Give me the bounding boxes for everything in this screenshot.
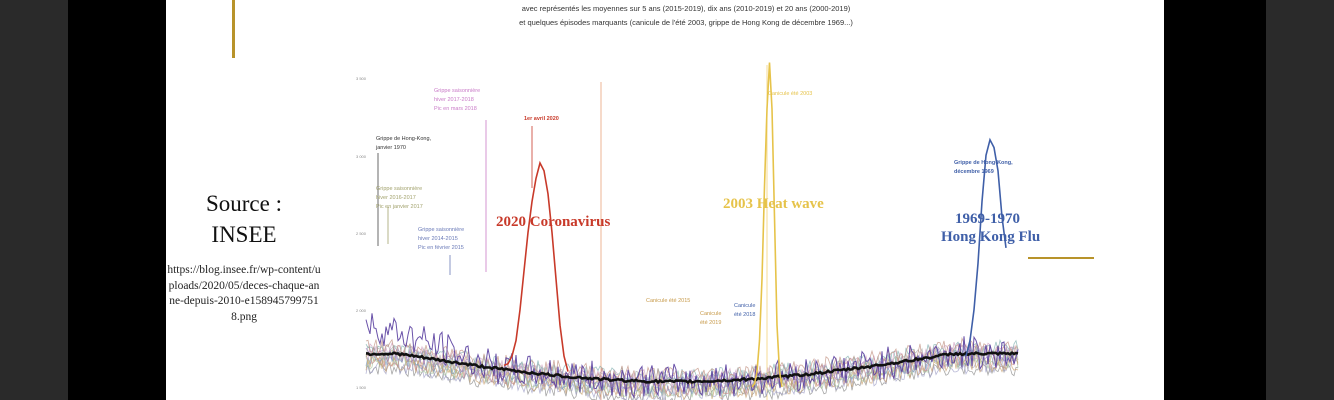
left-letterbox	[68, 0, 166, 400]
annotation-heat-2003: Canicule été 2003	[768, 91, 812, 97]
annotation-heat-2019: Canicule	[700, 311, 721, 317]
annotation-april-2020: 1er avril 2020	[524, 116, 559, 122]
series-average-trend	[366, 351, 1019, 385]
source-url: https://blog.insee.fr/wp-content/uploads…	[167, 264, 321, 323]
annotation-heat-2018: Canicule	[734, 303, 755, 309]
y-tick-label: 1 500	[356, 385, 367, 390]
source-label: Source :	[205, 191, 282, 216]
y-tick-label: 3 000	[356, 154, 367, 159]
mortality-chart: avec représentés les moyennes sur 5 ans …	[354, 0, 1028, 400]
heatwave-overlay-label: 2003 Heat wave	[723, 196, 824, 212]
heatwave-peak-line	[751, 62, 783, 388]
hongkong-overlay-label-1: 1969-1970	[955, 211, 1020, 227]
covid-overlay-label: 2020 Coronavirus	[496, 214, 611, 230]
gold-accent-line	[1028, 257, 1094, 259]
annotation-flu-2015: Pic en février 2015	[418, 245, 464, 251]
annotation-heat-2019: été 2019	[700, 320, 721, 326]
hongkong-peak-line	[965, 137, 1007, 357]
y-axis-ticks: 3 500 3 000 2 500 2 000 1 500	[356, 76, 367, 390]
annotation-flu-2015: hiver 2014-2015	[418, 236, 458, 242]
left-dark-margin	[0, 0, 68, 400]
annotation-lines	[600, 65, 768, 400]
annotation-heat-2015: Canicule été 2015	[646, 298, 690, 304]
chart-subtitle-1: avec représentés les moyennes sur 5 ans …	[522, 4, 851, 13]
annotation-flu-1970: Grippe de Hong-Kong,	[376, 136, 432, 142]
series-line-purple	[365, 313, 1019, 399]
annotation-heat-2018: été 2018	[734, 312, 755, 318]
y-tick-label: 2 500	[356, 231, 367, 236]
series-lines	[365, 62, 1019, 400]
annotation-flu-2017: Pic en janvier 2017	[376, 204, 423, 210]
annotation-flu-2017: Grippe saisonnière	[376, 186, 422, 192]
annotation-labels: Grippe de Hong-Kong, janvier 1970 Grippe s…	[375, 88, 1013, 326]
annotation-flu-2017: hiver 2016-2017	[376, 195, 416, 201]
annotation-flu-1970: janvier 1970	[375, 145, 406, 151]
annotation-hk-1969: Grippe de Hong-Kong,	[954, 160, 1013, 166]
annotation-hk-1969: décembre 1969	[954, 169, 994, 175]
covid-peak-line	[503, 160, 569, 372]
presentation-slide: Source : INSEE https://blog.insee.fr/wp-…	[166, 0, 1164, 400]
source-title: Source : INSEE	[166, 188, 322, 250]
annotation-flu-2018: hiver 2017-2018	[434, 97, 474, 103]
hongkong-overlay-label-2: Hong Kong Flu	[941, 229, 1041, 245]
y-tick-label: 3 500	[356, 76, 367, 81]
annotation-arrows	[377, 120, 533, 275]
annotation-flu-2018: Grippe saisonnière	[434, 88, 480, 94]
chart-subtitle-2: et quelques épisodes marquants (canicule…	[519, 18, 853, 27]
gold-accent-bar	[232, 0, 235, 58]
annotation-flu-2018: Pic en mars 2018	[434, 106, 477, 112]
y-tick-label: 2 000	[356, 308, 367, 313]
chart-svg: avec représentés les moyennes sur 5 ans …	[356, 4, 1019, 400]
annotation-flu-2015: Grippe saisonnière	[418, 227, 464, 233]
right-letterbox	[1164, 0, 1266, 400]
source-name: INSEE	[211, 222, 277, 247]
right-dark-margin	[1266, 0, 1334, 400]
